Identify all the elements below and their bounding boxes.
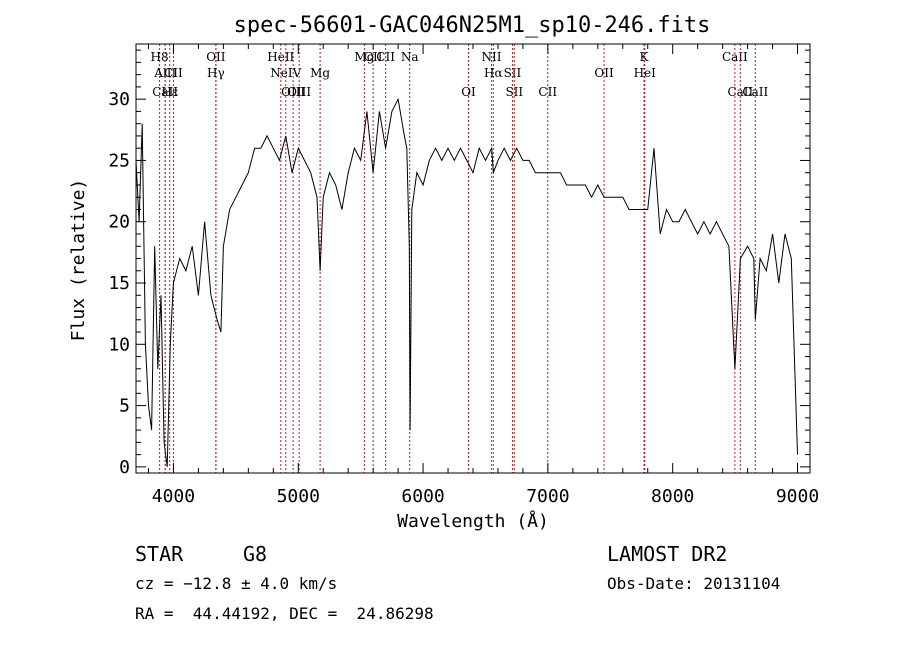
line-marker-label: SII xyxy=(505,85,523,99)
line-marker-label: HeI xyxy=(634,66,657,80)
x-tick-label: 7000 xyxy=(526,486,569,507)
line-marker-label: OIII xyxy=(287,85,311,99)
y-tick-label: 0 xyxy=(119,457,130,478)
object-class: STAR xyxy=(135,542,184,566)
y-tick-label: 25 xyxy=(108,150,130,171)
line-marker-label: Hγ xyxy=(207,66,225,80)
x-tick-label: 9000 xyxy=(776,486,819,507)
line-marker-label: NeIV xyxy=(270,66,301,80)
coordinates: RA = 44.44192, DEC = 24.86298 xyxy=(135,604,434,623)
y-tick-label: 10 xyxy=(108,334,130,355)
y-tick-label: 5 xyxy=(119,396,130,417)
x-axis-ticks: 4000 5000 6000 7000 8000 9000 xyxy=(147,44,819,507)
object-subclass: G8 xyxy=(243,542,268,566)
line-marker-label: Na xyxy=(401,50,419,64)
plot-frame xyxy=(135,43,811,474)
line-markers: H8AlIICaIIHεCIIOIIHγHeIINeIVOIIIOIIIMgMg… xyxy=(151,44,768,473)
line-marker-label: SII xyxy=(504,66,522,80)
line-marker-label: CII xyxy=(164,66,183,80)
line-marker-label: CaII xyxy=(152,85,178,99)
line-marker-label: HeII xyxy=(267,50,294,64)
x-axis-label: Wavelength (Å) xyxy=(397,510,549,532)
x-tick-label: 5000 xyxy=(277,486,320,507)
line-marker-label: Hα xyxy=(484,66,503,80)
line-marker-label: CII xyxy=(364,50,383,64)
line-marker-label: OI xyxy=(461,85,476,99)
y-tick-label: 15 xyxy=(108,273,130,294)
line-marker-label: Hε xyxy=(161,85,178,99)
line-marker-label: CaII xyxy=(727,85,753,99)
y-tick-label: 20 xyxy=(108,212,130,233)
line-marker-label: CII xyxy=(376,50,395,64)
line-marker-label: CaII xyxy=(742,85,768,99)
survey-name: LAMOST DR2 xyxy=(607,542,728,566)
line-marker-label: H8 xyxy=(151,50,169,64)
line-marker-label: Mg xyxy=(310,66,330,80)
line-marker-label: Mg xyxy=(354,50,374,64)
line-marker-label: NII xyxy=(481,50,501,64)
chart-title: spec-56601-GAC046N25M1_sp10-246.fits xyxy=(234,13,711,38)
x-tick-label: 4000 xyxy=(152,486,195,507)
x-tick-label: 8000 xyxy=(651,486,694,507)
line-marker-label: CII xyxy=(538,85,557,99)
y-axis-label: Flux (relative) xyxy=(68,179,89,342)
observation-date: Obs-Date: 20131104 xyxy=(607,574,781,593)
line-marker-label: OII xyxy=(594,66,614,80)
spectrum-line xyxy=(135,97,798,467)
redshift-info: cz = −12.8 ± 4.0 km/s xyxy=(135,574,338,593)
x-tick-label: 6000 xyxy=(401,486,444,507)
line-marker-label: CaII xyxy=(722,50,748,64)
y-axis-ticks: 0 5 10 15 20 25 30 xyxy=(108,49,810,478)
y-tick-label: 30 xyxy=(108,89,130,110)
